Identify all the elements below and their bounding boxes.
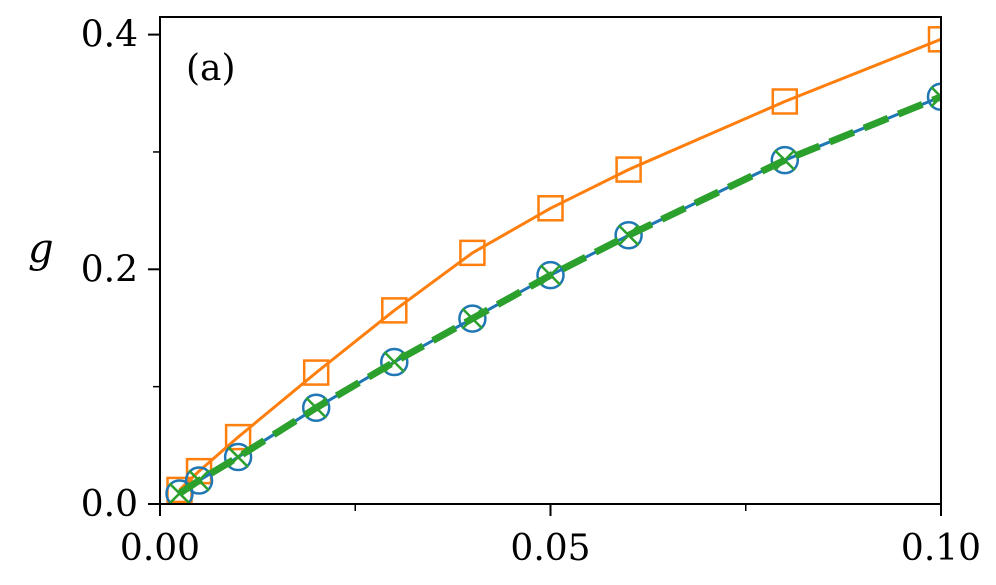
x-marker xyxy=(188,469,210,492)
series-0 xyxy=(166,26,941,504)
x-tick-label: 0.10 xyxy=(901,528,981,569)
x-tick-label: 0.00 xyxy=(120,528,200,569)
circle-marker xyxy=(770,145,800,175)
series-layer xyxy=(165,26,941,504)
x-marker xyxy=(773,149,796,172)
x-marker xyxy=(461,307,484,330)
series-line-2 xyxy=(177,93,941,497)
square-marker xyxy=(302,359,330,386)
circle-marker xyxy=(614,221,643,250)
series-1 xyxy=(165,82,941,504)
y-tick-label: 0.2 xyxy=(81,249,138,290)
x-marker xyxy=(539,264,562,287)
x-marker xyxy=(168,482,191,504)
series-2 xyxy=(168,85,941,504)
circle-marker xyxy=(165,479,194,504)
panel-label: (a) xyxy=(186,48,236,89)
circle-marker xyxy=(380,347,409,377)
square-marker xyxy=(381,297,408,324)
circle-marker xyxy=(458,304,487,333)
y-axis-label: g xyxy=(28,226,54,272)
series-line-0 xyxy=(178,37,941,491)
ticks-layer: 0.00 0.05 0.10 0.0 0.2 0.4 xyxy=(81,15,981,569)
circle-marker xyxy=(223,442,253,472)
circle-marker xyxy=(926,82,941,112)
y-tick-label: 0.4 xyxy=(81,15,138,56)
x-marker xyxy=(617,224,640,247)
y-tick-label: 0.0 xyxy=(81,484,138,525)
x-marker xyxy=(227,446,249,468)
circle-marker xyxy=(536,260,565,290)
square-marker xyxy=(771,88,799,115)
square-marker xyxy=(615,156,642,183)
x-tick-label: 0.05 xyxy=(510,528,590,569)
series-line-1 xyxy=(178,95,941,495)
square-marker xyxy=(927,26,941,53)
x-marker xyxy=(930,85,941,108)
square-marker xyxy=(224,423,252,451)
x-marker xyxy=(305,396,328,419)
square-marker xyxy=(537,195,564,222)
circle-marker xyxy=(301,393,331,423)
square-marker xyxy=(459,239,486,267)
circle-marker xyxy=(184,466,214,495)
x-marker xyxy=(383,351,406,373)
